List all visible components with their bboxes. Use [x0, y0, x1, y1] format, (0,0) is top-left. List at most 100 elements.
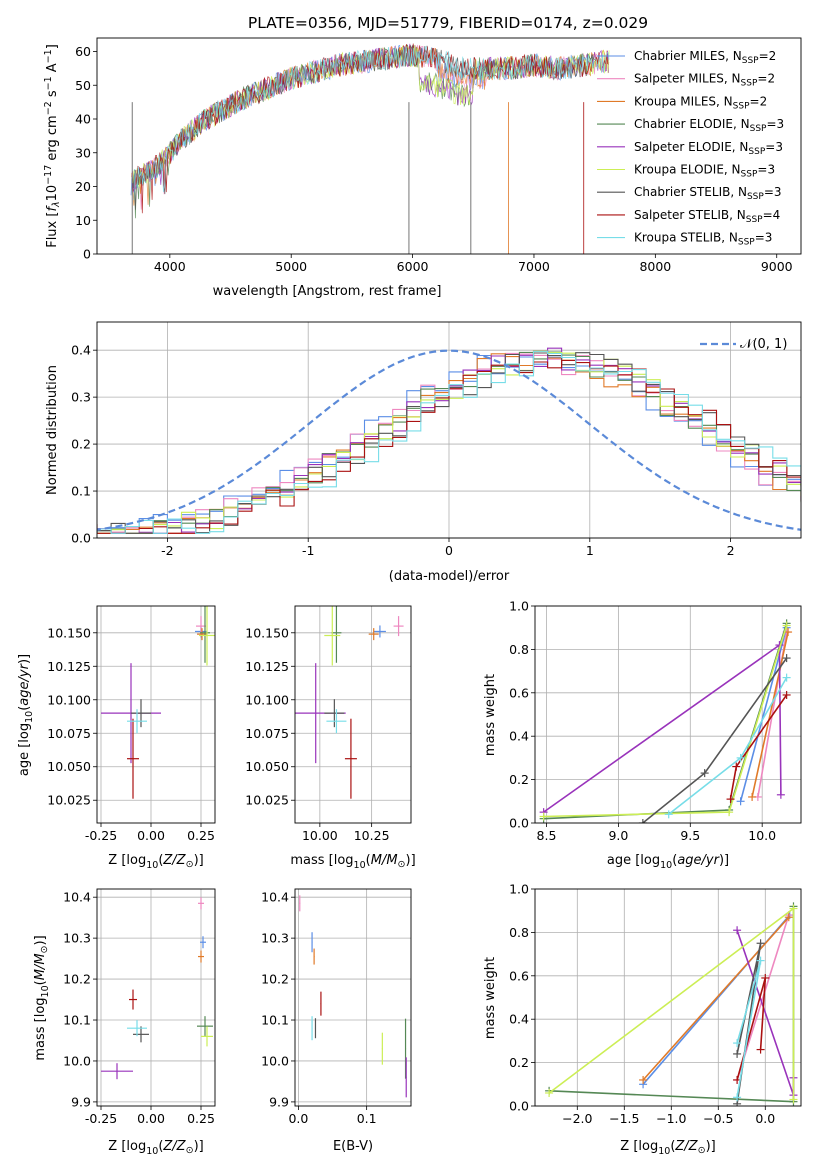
- data-point: [198, 897, 204, 910]
- x-tick-label: 0.25: [187, 1111, 215, 1126]
- y-tick-label: 10.0: [261, 1053, 289, 1068]
- x-tick-label: 5000: [275, 259, 307, 274]
- y-tick-label: 10.4: [261, 890, 289, 905]
- legend-label: Kroupa STELIB, NSSP=3: [634, 231, 772, 248]
- legend-label: Salpeter ELODIE, NSSP=3: [634, 140, 783, 157]
- x-tick-label: -2: [161, 543, 173, 558]
- x-tick-label: −2.0: [562, 1111, 592, 1126]
- x-tick-label: 2: [727, 543, 735, 558]
- x-tick-label: 10.25: [354, 828, 390, 843]
- gridlines: [295, 606, 411, 823]
- y-tick-label: 0.8: [509, 642, 529, 657]
- data-point: [299, 895, 301, 912]
- y-axis-label: age [log10(age/yr)]: [17, 654, 35, 776]
- legend-entry: Chabrier MILES, NSSP=2: [597, 49, 776, 66]
- residual-histogram-panel: -2 -1 0 1 2 0.0 0.1 0.2 0.3 0.4 𝒩(0, 1) (data-model…: [45, 321, 802, 584]
- legend-entry: Salpeter ELODIE, NSSP=3: [597, 140, 783, 157]
- data-point: [789, 1095, 798, 1104]
- data-point: [101, 1063, 133, 1080]
- data-point: [127, 718, 139, 799]
- data-point: [311, 932, 313, 953]
- x-tick-label: 0.0: [288, 1111, 308, 1126]
- x-tick-label: 8000: [639, 259, 671, 274]
- data-point: [638, 819, 647, 823]
- y-tick-label: 0.8: [509, 925, 529, 940]
- legend-label: Salpeter STELIB, NSSP=4: [634, 208, 780, 225]
- axes-frame: [294, 888, 412, 1107]
- axes-frame: [294, 605, 412, 824]
- axes-frame: [96, 605, 216, 824]
- gaussian-curve: [97, 349, 801, 531]
- data-point: [368, 628, 379, 641]
- y-tick-label: 0.2: [71, 437, 91, 452]
- legend-label: Salpeter MILES, NSSP=2: [634, 72, 775, 89]
- data-point: [733, 926, 742, 935]
- plot-area: [130, 43, 610, 254]
- y-tick-label: 50: [75, 78, 91, 93]
- data-point: [784, 913, 793, 922]
- y-tick-label: 10.025: [245, 793, 289, 808]
- y-tick-label: 10.3: [63, 931, 91, 946]
- x-axis-label: (data-model)/error: [389, 569, 510, 584]
- y-tick-label: 9.9: [71, 1094, 91, 1109]
- y-tick-label: 0: [83, 247, 91, 262]
- y-tick-label: 10: [75, 213, 91, 228]
- weight-line: [642, 916, 790, 1081]
- y-tick-label: 60: [75, 44, 91, 59]
- data-point: [324, 606, 341, 666]
- legend-label: 𝒩(0, 1): [740, 337, 787, 352]
- y-tick-label: 9.9: [269, 1094, 289, 1109]
- data-point: [129, 989, 137, 1010]
- y-tick-label: 40: [75, 112, 91, 127]
- y-axis-label: mass [log10(M/M⊙)]: [33, 935, 51, 1060]
- x-axis-label: Z [log10(Z/Z⊙)]: [108, 853, 203, 871]
- y-axis-label: Flux [fλ10−17 erg cm−2 s−1 A−1]: [43, 44, 62, 248]
- y-tick-label: 0.0: [71, 531, 91, 546]
- data-point: [782, 621, 791, 630]
- data-point: [782, 654, 791, 663]
- data-point: [314, 1018, 317, 1039]
- data-point: [664, 810, 673, 819]
- age-vs-metallicity-panel: -0.25 0.00 0.25 10.025 10.050 10.075 10.100 10.…: [17, 605, 216, 871]
- plot-area: [299, 895, 407, 1098]
- legend-entry: Kroupa STELIB, NSSP=3: [597, 231, 772, 248]
- x-axis-label: mass [log10(M/M⊙)]: [290, 853, 415, 871]
- y-tick-label: 10.2: [261, 972, 289, 987]
- x-axis-label: Z [log10(Z/Z⊙)]: [108, 1139, 203, 1157]
- weight-line: [543, 623, 788, 820]
- axes-frame: [96, 37, 802, 255]
- data-point: [733, 1039, 742, 1048]
- data-point: [782, 690, 791, 699]
- legend-label: Kroupa MILES, NSSP=2: [634, 94, 767, 111]
- x-tick-label: 8.5: [537, 828, 557, 843]
- y-tick-label: 1.0: [509, 599, 529, 614]
- x-tick-label: 7000: [518, 259, 550, 274]
- y-tick-label: 10.1: [261, 1013, 289, 1028]
- mass-vs-metallicity-panel: -0.25 0.00 0.25 9.9 10.0 10.1 10.2 10.3 10.4 Z [l…: [33, 888, 216, 1157]
- legend-entry: Salpeter MILES, NSSP=2: [597, 72, 775, 89]
- legend-entry: Kroupa MILES, NSSP=2: [597, 94, 767, 111]
- histogram-line: [97, 350, 801, 534]
- x-tick-label: -0.25: [85, 1111, 117, 1126]
- x-tick-label: 4000: [154, 259, 186, 274]
- x-tick-label: 9000: [761, 259, 793, 274]
- y-tick-label: 10.125: [47, 659, 91, 674]
- data-point: [789, 904, 798, 913]
- data-point: [539, 812, 548, 821]
- age-vs-mass-panel: 10.00 10.25 10.025 10.050 10.075 10.100 10.125…: [245, 605, 416, 871]
- y-tick-label: 10.125: [245, 659, 289, 674]
- y-tick-label: 0.2: [509, 772, 529, 787]
- weight-line: [543, 625, 788, 818]
- y-tick-label: 10.150: [47, 625, 91, 640]
- x-tick-label: 0: [445, 543, 453, 558]
- data-point: [545, 1088, 554, 1097]
- y-tick-label: 1.0: [509, 882, 529, 897]
- y-tick-label: 10.2: [63, 972, 91, 987]
- data-point: [344, 718, 357, 799]
- plot-area: [295, 606, 404, 799]
- y-tick-label: 10.1: [63, 1013, 91, 1028]
- y-tick-label: 0.1: [71, 484, 91, 499]
- x-axis-label: age [log10(age/yr)]: [607, 853, 729, 871]
- gridlines: [97, 889, 215, 1106]
